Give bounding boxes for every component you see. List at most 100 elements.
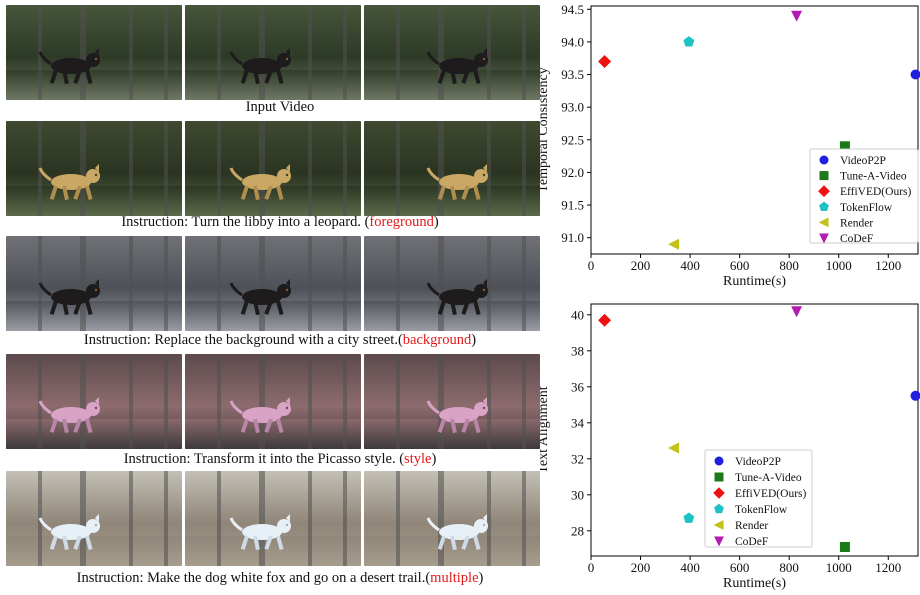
fence-post xyxy=(216,471,221,566)
animal-subject xyxy=(426,47,488,84)
x-tick-label: 0 xyxy=(588,258,595,273)
legend-marker xyxy=(714,536,724,547)
fence-post xyxy=(395,236,400,331)
x-axis-label: Runtime(s) xyxy=(723,274,786,289)
fence-post xyxy=(487,121,492,216)
caption-suffix: ) xyxy=(478,570,484,586)
legend-label: Render xyxy=(735,520,768,532)
x-tick-label: 1000 xyxy=(826,258,852,273)
fence-post xyxy=(216,5,221,100)
fence-post xyxy=(487,236,492,331)
y-axis-label: Text Alignment xyxy=(540,386,551,473)
legend-label: EffiVED(Ours) xyxy=(840,186,911,198)
row-caption: Instruction: Replace the background with… xyxy=(0,332,560,349)
legend-marker xyxy=(819,155,829,165)
legend-label: TokenFlow xyxy=(735,504,788,516)
animal-subject xyxy=(426,396,488,433)
fence-post xyxy=(79,471,86,566)
fence-post xyxy=(258,5,265,100)
video-frame xyxy=(185,236,361,331)
x-axis-label: Runtime(s) xyxy=(723,576,786,591)
caption-edit-type: foreground xyxy=(369,214,434,230)
fence-post xyxy=(395,121,400,216)
legend-label: CoDeF xyxy=(735,536,768,548)
fence-post xyxy=(437,5,444,100)
fence-post xyxy=(487,5,492,100)
caption-text: Input Video xyxy=(245,99,315,115)
fence-post xyxy=(129,354,134,449)
legend-marker xyxy=(714,503,724,514)
row-caption: Instruction: Turn the libby into a leopa… xyxy=(0,214,560,231)
fence-post xyxy=(216,121,221,216)
animal-subject xyxy=(38,513,100,550)
fence-post xyxy=(216,236,221,331)
legend-label: EffiVED(Ours) xyxy=(735,488,806,500)
frame-ground xyxy=(6,300,182,331)
fence-post xyxy=(164,354,169,449)
fence-post xyxy=(164,236,169,331)
video-frame xyxy=(6,121,182,216)
data-point xyxy=(683,36,695,47)
fence-post xyxy=(308,121,313,216)
caption-text: Instruction: Turn the libby into a leopa… xyxy=(121,214,370,230)
video-frame xyxy=(6,236,182,331)
y-tick-label: 28 xyxy=(571,523,584,538)
y-tick-label: 32 xyxy=(571,451,584,466)
caption-suffix: ) xyxy=(471,332,477,348)
data-point xyxy=(683,512,695,523)
fence-post xyxy=(343,471,348,566)
legend-label: Tune-A-Video xyxy=(735,472,802,484)
fence-post xyxy=(79,5,86,100)
data-point xyxy=(598,55,612,68)
caption-suffix: ) xyxy=(431,451,437,467)
fence-post xyxy=(343,354,348,449)
animal-subject xyxy=(426,278,488,315)
x-tick-label: 600 xyxy=(730,258,750,273)
plot-frame xyxy=(590,303,919,557)
fence-post xyxy=(308,354,313,449)
row-caption: Instruction: Make the dog white fox and … xyxy=(0,570,560,587)
video-frame xyxy=(364,354,540,449)
animal-subject xyxy=(229,513,292,550)
fence-post xyxy=(437,354,444,449)
video-frame xyxy=(364,471,540,566)
frame-ground xyxy=(185,535,361,566)
fence-post xyxy=(487,354,492,449)
y-tick-label: 92.5 xyxy=(561,132,584,147)
y-axis-label: Temporal Consistency xyxy=(540,67,551,192)
data-point xyxy=(910,390,920,401)
x-tick-label: 800 xyxy=(779,560,799,575)
frame-ground xyxy=(6,69,182,100)
fence-post xyxy=(437,236,444,331)
legend-label: Render xyxy=(840,217,873,229)
y-tick-label: 94.5 xyxy=(561,2,584,17)
fence-post xyxy=(79,354,86,449)
animal-subject xyxy=(38,396,100,433)
fence-post xyxy=(129,236,134,331)
fence-post xyxy=(522,354,527,449)
y-tick-label: 40 xyxy=(571,307,584,322)
x-tick-label: 200 xyxy=(631,560,651,575)
y-tick-label: 93.5 xyxy=(561,67,584,82)
y-tick-label: 38 xyxy=(571,343,584,358)
y-tick-label: 36 xyxy=(571,379,585,394)
caption-text: Instruction: Make the dog white fox and … xyxy=(76,570,431,586)
y-tick-label: 91.5 xyxy=(561,198,584,213)
legend-marker xyxy=(818,217,829,228)
x-tick-label: 600 xyxy=(730,560,750,575)
fence-post xyxy=(487,471,492,566)
caption-edit-type: multiple xyxy=(430,570,479,586)
fence-post xyxy=(522,236,527,331)
frame-ground xyxy=(185,69,361,100)
video-frame xyxy=(364,121,540,216)
fence-post xyxy=(522,121,527,216)
legend-label: TokenFlow xyxy=(840,202,893,214)
legend-marker xyxy=(818,185,830,197)
legend-marker xyxy=(714,456,724,466)
fence-post xyxy=(79,121,86,216)
animal-subject xyxy=(229,47,292,84)
caption-text: Instruction: Transform it into the Picas… xyxy=(123,451,405,467)
fence-post xyxy=(308,471,313,566)
fence-post xyxy=(164,471,169,566)
caption-suffix: ) xyxy=(433,214,439,230)
